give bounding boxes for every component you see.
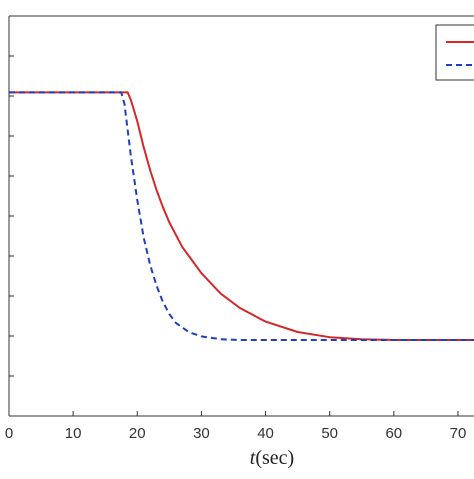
x-axis-label: t(sec) (250, 447, 294, 469)
x-axis-label-unit: (sec) (255, 447, 294, 469)
series-line-2 (9, 91, 474, 341)
x-tick-label: 60 (385, 425, 402, 442)
x-tick-label: 10 (65, 425, 82, 442)
x-tick-label: 50 (321, 425, 338, 442)
series-lines (9, 91, 474, 341)
x-tick-label: 70 (450, 425, 467, 442)
axis-ticks: 0 10 20 30 40 50 60 70 (5, 55, 467, 442)
axes-frame (8, 15, 474, 417)
legend (435, 24, 474, 81)
x-tick-label: 20 (129, 425, 146, 442)
legend-box (435, 24, 474, 81)
x-tick-label: 40 (257, 425, 274, 442)
x-tick-label: 0 (5, 425, 13, 442)
x-tick-label: 30 (193, 425, 210, 442)
x-axis-label-var: t (250, 447, 256, 469)
series-line-1 (9, 91, 474, 341)
